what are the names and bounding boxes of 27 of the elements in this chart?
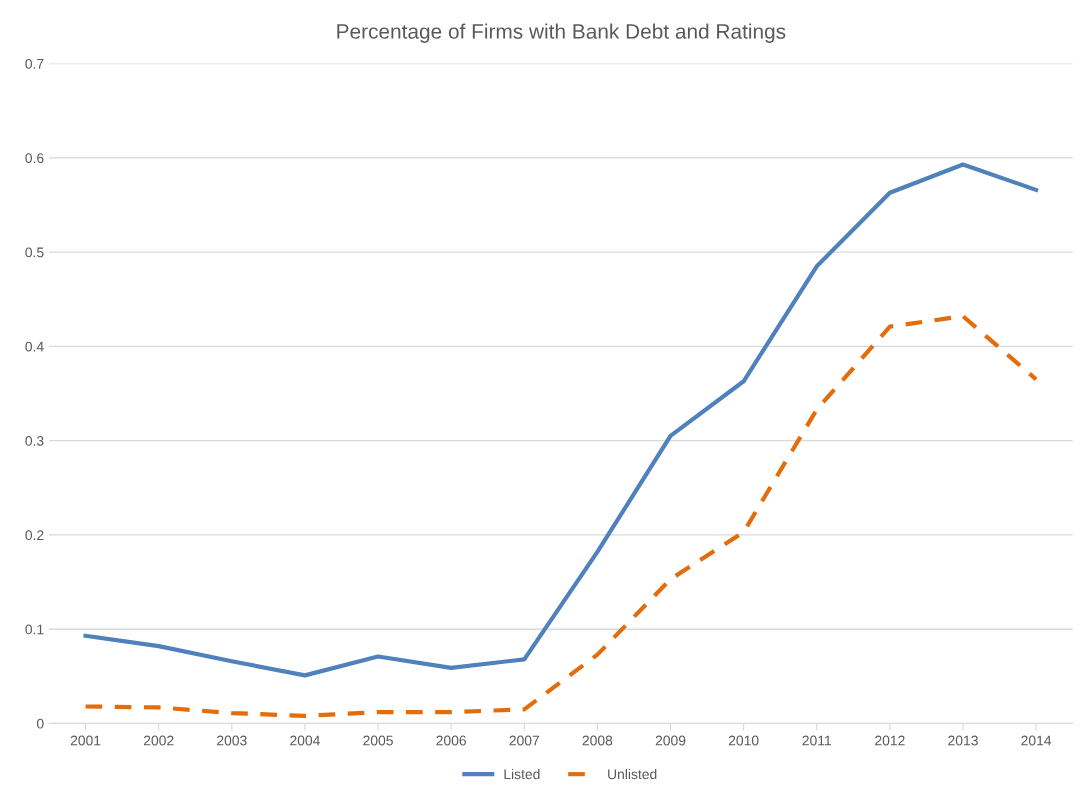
x-tick-label: 2008 (582, 735, 613, 746)
x-tick-label: 2002 (143, 735, 174, 746)
y-tick-label: 0.1 (25, 624, 44, 635)
y-tick-label: 0.4 (25, 341, 44, 352)
y-tick-label: 0.5 (25, 247, 44, 258)
x-tick-label: 2003 (217, 735, 247, 746)
x-tick-label: 2014 (1021, 735, 1052, 746)
x-tick-label: 2013 (948, 735, 978, 746)
legend-label: Unlisted (608, 768, 657, 780)
x-tick-label: 2005 (363, 735, 393, 746)
x-tick-label: 2001 (70, 735, 101, 746)
legend-label: Listed (504, 768, 540, 780)
line-series (83, 162, 1039, 678)
line-series (83, 314, 1039, 718)
x-tick-label: 2010 (728, 735, 759, 746)
x-tick-label: 2007 (509, 735, 540, 746)
x-tick-label: 2006 (436, 735, 466, 746)
y-tick-label: 0 (36, 718, 44, 729)
y-tick-label: 0.6 (25, 153, 44, 164)
x-tick-label: 2004 (290, 735, 320, 746)
chart-title: Percentage of Firms with Bank Debt and Ratings (337, 23, 786, 43)
y-tick-label: 0.7 (25, 58, 44, 69)
x-tick-label: 2012 (875, 735, 905, 746)
y-tick-label: 0.2 (25, 530, 44, 541)
x-tick-label: 2009 (655, 735, 686, 746)
y-tick-label: 0.3 (25, 435, 44, 446)
x-tick-label: 2011 (802, 735, 832, 746)
